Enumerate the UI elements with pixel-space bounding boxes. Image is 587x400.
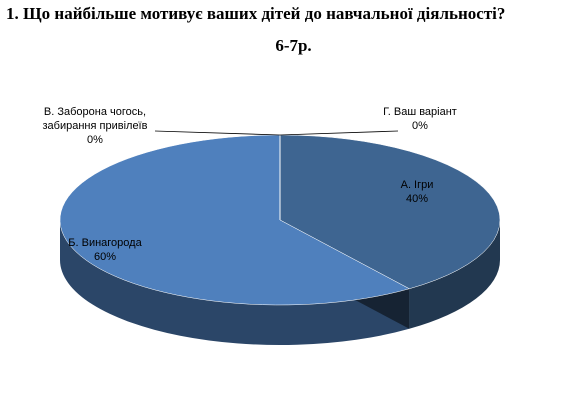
data-label: В. Заборона чогось, забирання привілеїв 0… (30, 105, 160, 147)
slice-side (60, 220, 410, 346)
value-label: 0% (87, 134, 103, 146)
category-label: Б. Винагорода (68, 237, 142, 249)
chart-subtitle: 6-7р. (275, 36, 312, 55)
category-label: Г. Ваш варіант (383, 106, 457, 118)
value-label: 40% (405, 193, 429, 205)
data-label: А. Ігри 40% (372, 178, 462, 206)
value-label: 0% (412, 120, 428, 132)
category-label: В. Заборона чогось, забирання привілеїв (42, 106, 148, 132)
value-label: 60% (93, 251, 117, 263)
slice (59, 134, 410, 306)
category-label: А. Ігри (400, 179, 434, 191)
chart-title: 1. Що найбільше мотивує ваших дітей до н… (6, 4, 506, 23)
data-label: Б. Винагорода 60% (50, 236, 160, 264)
slice-side (409, 220, 500, 329)
data-label: Г. Ваш варіант 0% (375, 105, 465, 133)
slice (279, 134, 501, 290)
leader-line (154, 130, 281, 136)
leader-line (279, 130, 399, 136)
